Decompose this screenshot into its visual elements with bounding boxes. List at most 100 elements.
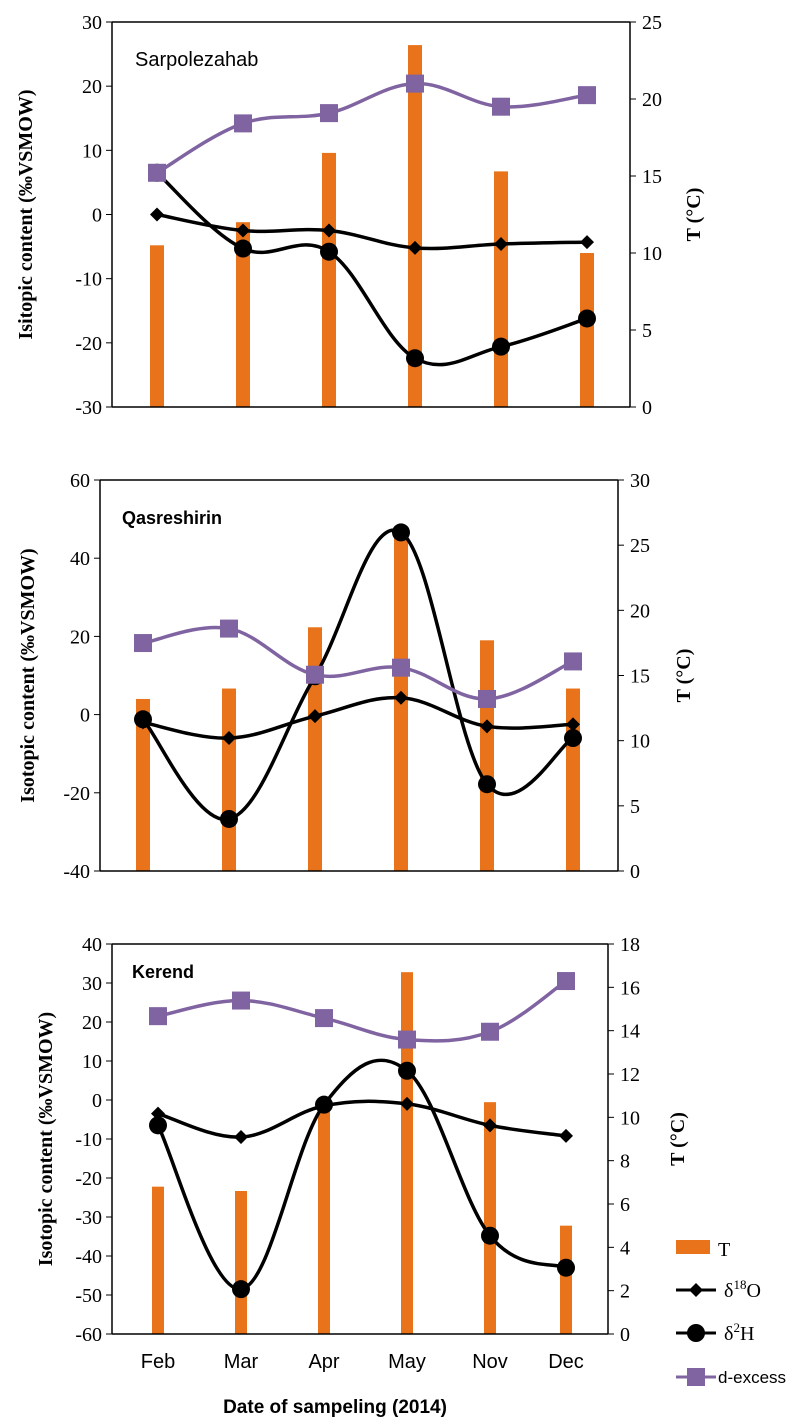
bar-t-may [408, 45, 422, 407]
line-series-d18o [151, 1096, 573, 1145]
point-d2h-may [398, 1061, 416, 1080]
left-tick-label: 40 [70, 548, 90, 570]
point-d-excess-apr [306, 665, 324, 684]
point-d-excess-nov [481, 1022, 499, 1041]
line-d2h [156, 1058, 567, 1291]
point-d-excess-feb [149, 1007, 167, 1026]
point-d18o-nov [483, 1118, 497, 1133]
point-d-excess-nov [492, 97, 510, 116]
bar-t-mar [236, 222, 250, 407]
point-d-excess-dec [557, 972, 575, 991]
point-d18o-mar [236, 223, 250, 238]
right-tick-label: 16 [620, 977, 640, 999]
line-series-d18o [136, 690, 580, 746]
left-tick-label: -30 [75, 397, 102, 419]
line-series-d-excess [134, 619, 582, 708]
bar-t-mar [222, 688, 236, 871]
point-d18o-apr [308, 709, 322, 724]
right-tick-label: 0 [630, 861, 640, 883]
bar-t-apr [318, 1106, 330, 1334]
category-label-may: May [388, 1351, 426, 1373]
point-d-excess-apr [315, 1009, 333, 1028]
right-tick-label: 25 [630, 535, 650, 557]
legend-marker-d-excess [687, 1368, 705, 1386]
y-axis-label: Isitopic content (‰VSMOW) [15, 90, 37, 340]
left-tick-label: 20 [70, 626, 90, 648]
left-tick-label: 30 [82, 973, 102, 995]
right-tick-label: 5 [642, 320, 652, 342]
x-axis-title-group: Date of sampeling (2014) [223, 1397, 447, 1418]
point-d-excess-mar [232, 991, 250, 1010]
y2-axis-label: T (°C) [673, 649, 695, 703]
panel-title-sarpolezahab: Sarpolezahab [135, 49, 258, 71]
legend-label-d2h: δ2H [724, 1320, 754, 1345]
panel-sarpolezahab: -30 -20 -10 0 10 20 30 0 5 10 15 20 25 Sarpolezahab Is… [15, 12, 705, 419]
panel-qasreshirin: -40 -20 0 20 40 60 0 5 10 15 20 25 30 Qasreshirin Isot… [17, 470, 695, 883]
line-series-d2h [148, 163, 596, 368]
point-d18o-may [408, 240, 422, 255]
point-d2h-may [406, 349, 424, 368]
left-tick-label: -30 [75, 1207, 102, 1229]
bar-t-apr [308, 627, 322, 871]
right-tick-label: 6 [620, 1194, 630, 1216]
left-tick-label: -20 [63, 783, 90, 805]
right-tick-label: 5 [630, 796, 640, 818]
point-d18o-dec [580, 235, 594, 250]
point-d-excess-nov [478, 689, 496, 708]
line-d-excess [156, 81, 588, 175]
point-d2h-apr [315, 1095, 333, 1114]
point-d18o-mar [234, 1130, 248, 1145]
panel-kerend: -60 -50 -40 -30 -20 -10 0 10 20 30 40 0 2 4 6 8 10 12 14 16… [35, 934, 689, 1373]
line-d18o [156, 212, 588, 251]
x-axis-title: Date of sampeling (2014) [223, 1397, 447, 1418]
line-series-d-excess [148, 74, 596, 182]
left-tick-label: -20 [75, 1168, 102, 1190]
point-d2h-apr [320, 242, 338, 261]
bar-series-t [152, 972, 572, 1334]
bar-t-nov [494, 171, 508, 407]
category-label-mar: Mar [224, 1351, 259, 1373]
bar-t-feb [136, 698, 150, 871]
point-d2h-may [392, 523, 410, 542]
category-label-dec: Dec [548, 1351, 584, 1373]
left-tick-label: 60 [70, 470, 90, 492]
panel-title-qasreshirin: Qasreshirin [122, 508, 222, 528]
right-tick-label: 0 [620, 1324, 630, 1346]
left-tick-label: 10 [82, 140, 102, 162]
line-series-d-excess [149, 972, 575, 1049]
point-d-excess-mar [220, 619, 238, 638]
y-axis-label: Isotopic content (‰VSMOW) [35, 1012, 57, 1266]
legend-marker-t [676, 1240, 710, 1254]
right-tick-label: 4 [620, 1237, 630, 1259]
point-d2h-dec [557, 1258, 575, 1277]
right-tick-label: 2 [620, 1281, 630, 1303]
right-tick-label: 15 [642, 166, 662, 188]
line-d2h [155, 171, 588, 367]
point-d-excess-may [392, 658, 410, 677]
point-d18o-nov [494, 237, 508, 252]
right-tick-label: 10 [630, 731, 650, 753]
bar-t-dec [580, 253, 594, 407]
right-tick-label: 10 [620, 1107, 640, 1129]
point-d2h-mar [234, 239, 252, 258]
left-tick-label: 0 [92, 1090, 102, 1112]
line-d-excess [142, 625, 574, 701]
point-d18o-mar [222, 731, 236, 746]
bar-t-apr [322, 152, 336, 407]
line-d18o [157, 1099, 567, 1139]
bar-t-nov [484, 1102, 496, 1334]
line-d18o [142, 695, 574, 740]
right-tick-label: 14 [620, 1021, 640, 1043]
left-tick-label: 20 [82, 76, 102, 98]
left-tick-label: 40 [82, 934, 102, 956]
panel-title-kerend: Kerend [132, 962, 194, 982]
point-d-excess-may [406, 74, 424, 93]
left-tick-label: -10 [75, 1129, 102, 1151]
point-d-excess-dec [564, 652, 582, 671]
legend-label-d18o: δ18O [724, 1277, 761, 1302]
line-d-excess [157, 979, 567, 1043]
point-d-excess-may [398, 1030, 416, 1049]
left-tick-label: -60 [75, 1324, 102, 1346]
left-tick-label: 0 [92, 205, 102, 227]
